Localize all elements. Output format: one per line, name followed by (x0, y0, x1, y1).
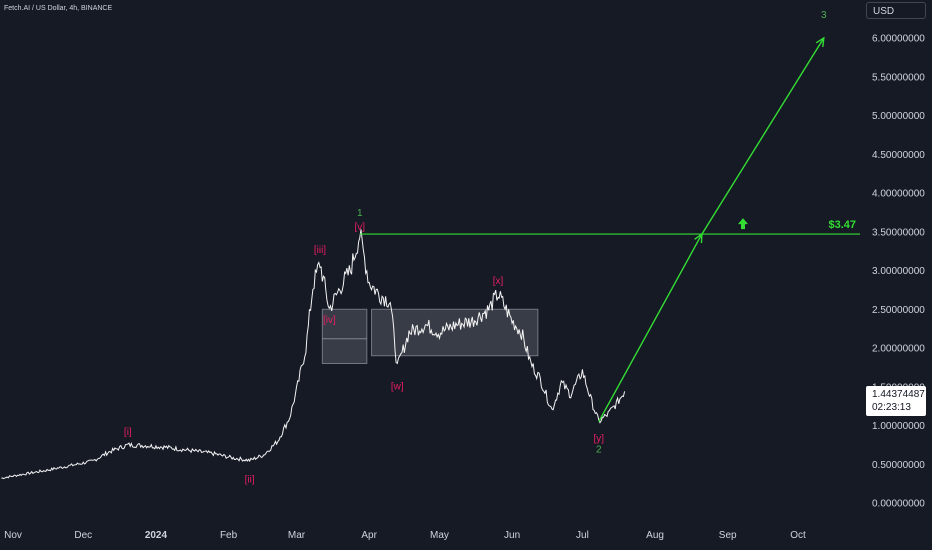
chart-title: Fetch.AI / US Dollar, 4h, BINANCE (4, 5, 113, 12)
x-tick-label: Dec (74, 530, 92, 541)
x-tick-label: Oct (790, 530, 806, 541)
last-price-value: 1.44374487 (872, 389, 925, 400)
wave-label: [ii] (245, 474, 255, 485)
projection-path (598, 37, 825, 422)
wave-label: 3 (821, 10, 827, 21)
projection-arrowhead (815, 36, 825, 48)
y-tick-label: 5.50000000 (872, 72, 925, 83)
consolidation-box (321, 308, 368, 364)
x-tick-label: Jun (504, 530, 520, 541)
x-tick-label: Jul (576, 530, 589, 541)
wave-label: [v] (355, 222, 366, 233)
y-tick-label: 6.00000000 (872, 34, 925, 45)
wave-label: 1 (357, 208, 363, 219)
x-tick-label: May (430, 530, 449, 541)
wave-label: 2 (596, 445, 602, 456)
wave-label: [iii] (314, 245, 326, 256)
wave-label: [x] (493, 276, 504, 287)
wave-label: [i] (124, 427, 132, 438)
consolidation-box (371, 308, 539, 357)
y-tick-label: 2.00000000 (872, 344, 925, 355)
last-price-tag: 1.44374487 02:23:13 (866, 386, 926, 416)
y-tick-label: 4.00000000 (872, 189, 925, 200)
y-tick-label: 4.50000000 (872, 150, 925, 161)
y-tick-label: 3.50000000 (872, 227, 925, 238)
bar-countdown: 02:23:13 (872, 402, 911, 413)
wave-label: [y] (594, 434, 605, 445)
y-tick-label: 0.50000000 (872, 460, 925, 471)
x-tick-label: Sep (719, 530, 737, 541)
y-tick-label: 2.50000000 (872, 305, 925, 316)
currency-button[interactable]: USD (866, 2, 926, 19)
x-tick-label: Mar (288, 530, 306, 541)
y-tick-label: 1.00000000 (872, 421, 925, 432)
y-tick-label: 5.00000000 (872, 111, 925, 122)
x-tick-label: Apr (361, 530, 377, 541)
level-label: $3.47 (828, 219, 856, 231)
x-tick-label: Aug (646, 530, 664, 541)
x-tick-label: Nov (4, 530, 22, 541)
projection-arrowhead (694, 232, 703, 244)
time-axis[interactable]: Nov Dec 2024 Feb Mar Apr May Jun Jul Aug Sep Oct (4, 530, 806, 541)
y-tick-label: 3.00000000 (872, 266, 925, 277)
arrow-up-icon (738, 218, 748, 230)
y-tick-label: 0.00000000 (872, 499, 925, 510)
price-axis[interactable]: 0.000000000.500000001.000000001.50000000… (872, 34, 925, 510)
price-line (1, 229, 626, 480)
x-tick-label: 2024 (145, 530, 168, 541)
x-tick-label: Feb (220, 530, 238, 541)
plot-area[interactable]: $3.47 [i] [ii] [iii] [iv] [v] 1 [w] [x] [y]2 3 (1, 10, 860, 485)
wave-label: [w] (391, 381, 404, 392)
wave-label: [iv] (323, 315, 336, 326)
